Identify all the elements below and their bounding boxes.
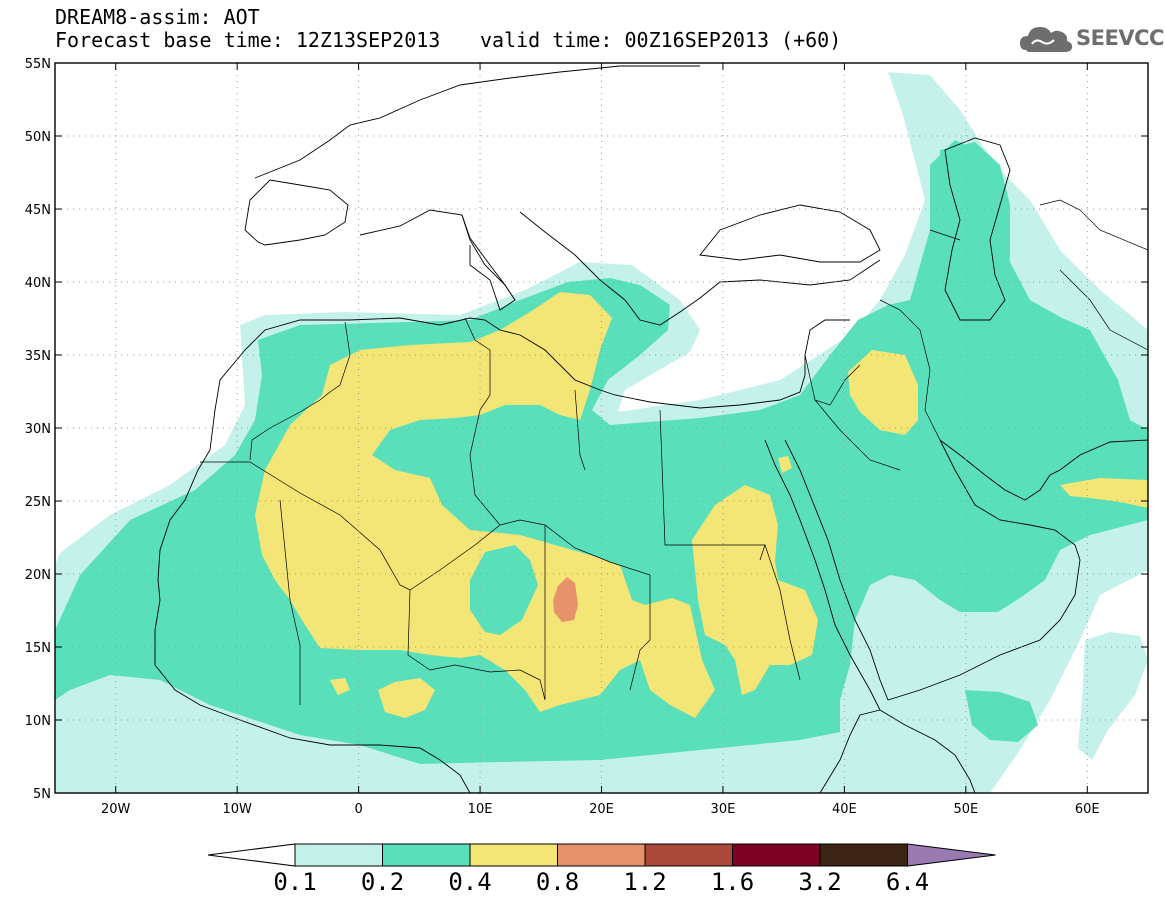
coastline-italy <box>461 214 516 301</box>
map-title: DREAM8-assim: AOT <box>55 5 260 29</box>
lon-tick-label: 30E <box>711 802 736 817</box>
colorbar-label: 3.2 <box>798 868 842 896</box>
aot-contour-0.4-arabian-coast <box>778 456 792 473</box>
colorbar-label: 1.6 <box>710 868 755 896</box>
colorbar-swatch <box>819 843 908 867</box>
lat-tick-label: 50N <box>25 130 51 145</box>
colorbar-label: 1.2 <box>623 868 667 896</box>
seevccc-logo: SEEVCCC <box>1018 18 1165 60</box>
lat-tick-label: 20N <box>25 568 51 583</box>
lon-tick-label: 10E <box>468 802 493 817</box>
border-lines <box>200 199 1148 705</box>
aot-contour-0.4-west-africa-2 <box>330 678 350 695</box>
cloud-logo-icon <box>1020 27 1073 52</box>
map-gridlines <box>55 63 1148 793</box>
coastline-persian-gulf <box>939 439 1148 501</box>
colorbar-label: 0.4 <box>448 868 492 896</box>
coastline-north-africa <box>244 317 806 409</box>
colorbar-under-triangle <box>207 843 296 867</box>
aot-contour-0.8-chad <box>553 577 578 622</box>
aot-contour-0.1-east <box>1078 632 1148 760</box>
coastline-east-africa <box>819 709 881 793</box>
coastline-balkans-greece <box>519 211 881 326</box>
coastline-horn-africa <box>879 709 976 793</box>
colorbar-label: 6.4 <box>885 868 930 896</box>
lat-tick-label: 35N <box>25 349 51 364</box>
lat-tick-label: 5N <box>33 787 51 802</box>
valid-time: valid time: 00Z16SEP2013 (+60) <box>480 28 842 52</box>
coastline-red-sea-east <box>784 439 889 701</box>
coastline-west-africa <box>154 349 380 746</box>
aot-contour-0.4-oman <box>1060 478 1148 508</box>
coastline-levant <box>804 319 850 356</box>
aot-contour-0.4-sahara-center <box>470 545 538 635</box>
lat-tick-label: 15N <box>25 641 51 656</box>
coastline-mediterranean-north <box>359 209 516 311</box>
colorbar-swatch <box>382 843 471 867</box>
lon-tick-label: 40E <box>832 802 857 817</box>
coastline-iberia <box>244 179 349 246</box>
lat-tick-label: 10N <box>25 714 51 729</box>
coastline-black-sea <box>699 204 881 263</box>
colorbar-label: 0.1 <box>273 868 317 896</box>
colorbar-swatch <box>557 843 646 867</box>
lon-tick-label: 10W <box>222 802 252 817</box>
lon-tick-label: 20E <box>589 802 614 817</box>
colorbar-label: 0.8 <box>535 868 580 896</box>
lat-tick-label: 25N <box>25 495 51 510</box>
aot-contour-0.2-arabia <box>965 690 1038 742</box>
lon-tick-label: 0 <box>354 802 362 817</box>
coastline-europe-north <box>254 65 700 179</box>
colorbar-label: 0.2 <box>360 868 405 896</box>
lat-tick-label: 45N <box>25 203 51 218</box>
coastline-red-sea-west <box>764 439 881 711</box>
aot-contour-0.4-sudan <box>692 485 818 695</box>
coastline-arabia-south <box>887 559 1081 701</box>
aot-contour-0.4-sahara <box>255 292 715 718</box>
axis-ticks: 20W 10W 0 10E 20E 30E 40E 50E 60E 55N 50N 45N 40N 35N… <box>25 57 1148 817</box>
logo-text: SEEVCCC <box>1076 26 1165 50</box>
colorbar-over-triangle <box>907 843 996 867</box>
aot-contour-0.2-caspian <box>940 142 1010 330</box>
colorbar <box>207 843 996 867</box>
coastlines-borders <box>154 65 1148 793</box>
lon-tick-label: 60E <box>1075 802 1100 817</box>
colorbar-swatch <box>469 843 558 867</box>
coastline-gulf-of-guinea <box>379 744 471 793</box>
coastline-gulf-west <box>939 439 1081 561</box>
aot-contour-0.4-west-africa <box>378 678 435 718</box>
aot-contour-0.4-iraq <box>848 350 918 435</box>
colorbar-swatch <box>732 843 821 867</box>
colorbar-swatch <box>294 843 383 867</box>
aot-field <box>55 72 1148 793</box>
lon-tick-label: 20W <box>101 802 131 817</box>
lat-tick-label: 30N <box>25 422 51 437</box>
lat-tick-label: 40N <box>25 276 51 291</box>
coastline-caspian <box>944 137 1011 321</box>
lon-tick-label: 50E <box>953 802 978 817</box>
colorbar-swatch <box>644 843 733 867</box>
lat-tick-label: 55N <box>25 57 51 72</box>
forecast-base-time: Forecast base time: 12Z13SEP2013 <box>55 28 441 52</box>
